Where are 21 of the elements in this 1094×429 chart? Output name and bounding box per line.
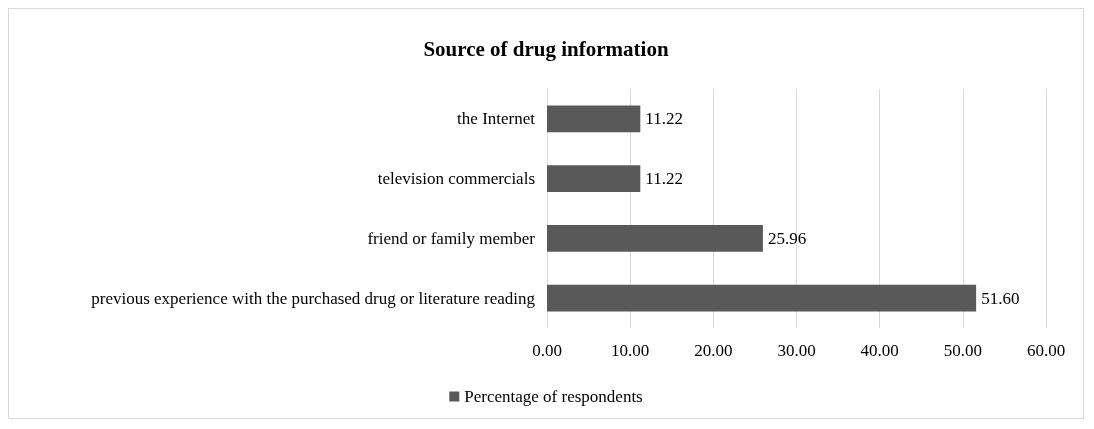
data-label: 11.22 xyxy=(645,109,683,129)
data-label: 51.60 xyxy=(981,288,1020,308)
y-tick-label: friend or family member xyxy=(367,228,536,248)
legend-label: Percentage of respondents xyxy=(464,387,643,406)
chart-title: Source of drug information xyxy=(423,36,669,61)
x-tick-label: 40.00 xyxy=(860,341,899,360)
data-label: 11.22 xyxy=(645,169,683,189)
x-tick-label: 30.00 xyxy=(777,341,816,360)
x-tick-label: 50.00 xyxy=(943,341,982,360)
y-tick-label: television commercials xyxy=(377,169,535,189)
x-tick-label: 10.00 xyxy=(611,341,650,360)
data-label: 25.96 xyxy=(767,228,807,248)
y-tick-label: the Internet xyxy=(457,109,536,129)
bar xyxy=(547,224,763,252)
y-tick-label: previous experience with the purchased drug or literature reading xyxy=(91,288,536,308)
x-tick-label: 0.00 xyxy=(532,341,562,360)
bar xyxy=(547,105,641,133)
bar xyxy=(547,165,641,193)
bar xyxy=(547,284,977,312)
x-tick-label: 20.00 xyxy=(694,341,733,360)
x-tick-label: 60.00 xyxy=(1026,341,1066,360)
